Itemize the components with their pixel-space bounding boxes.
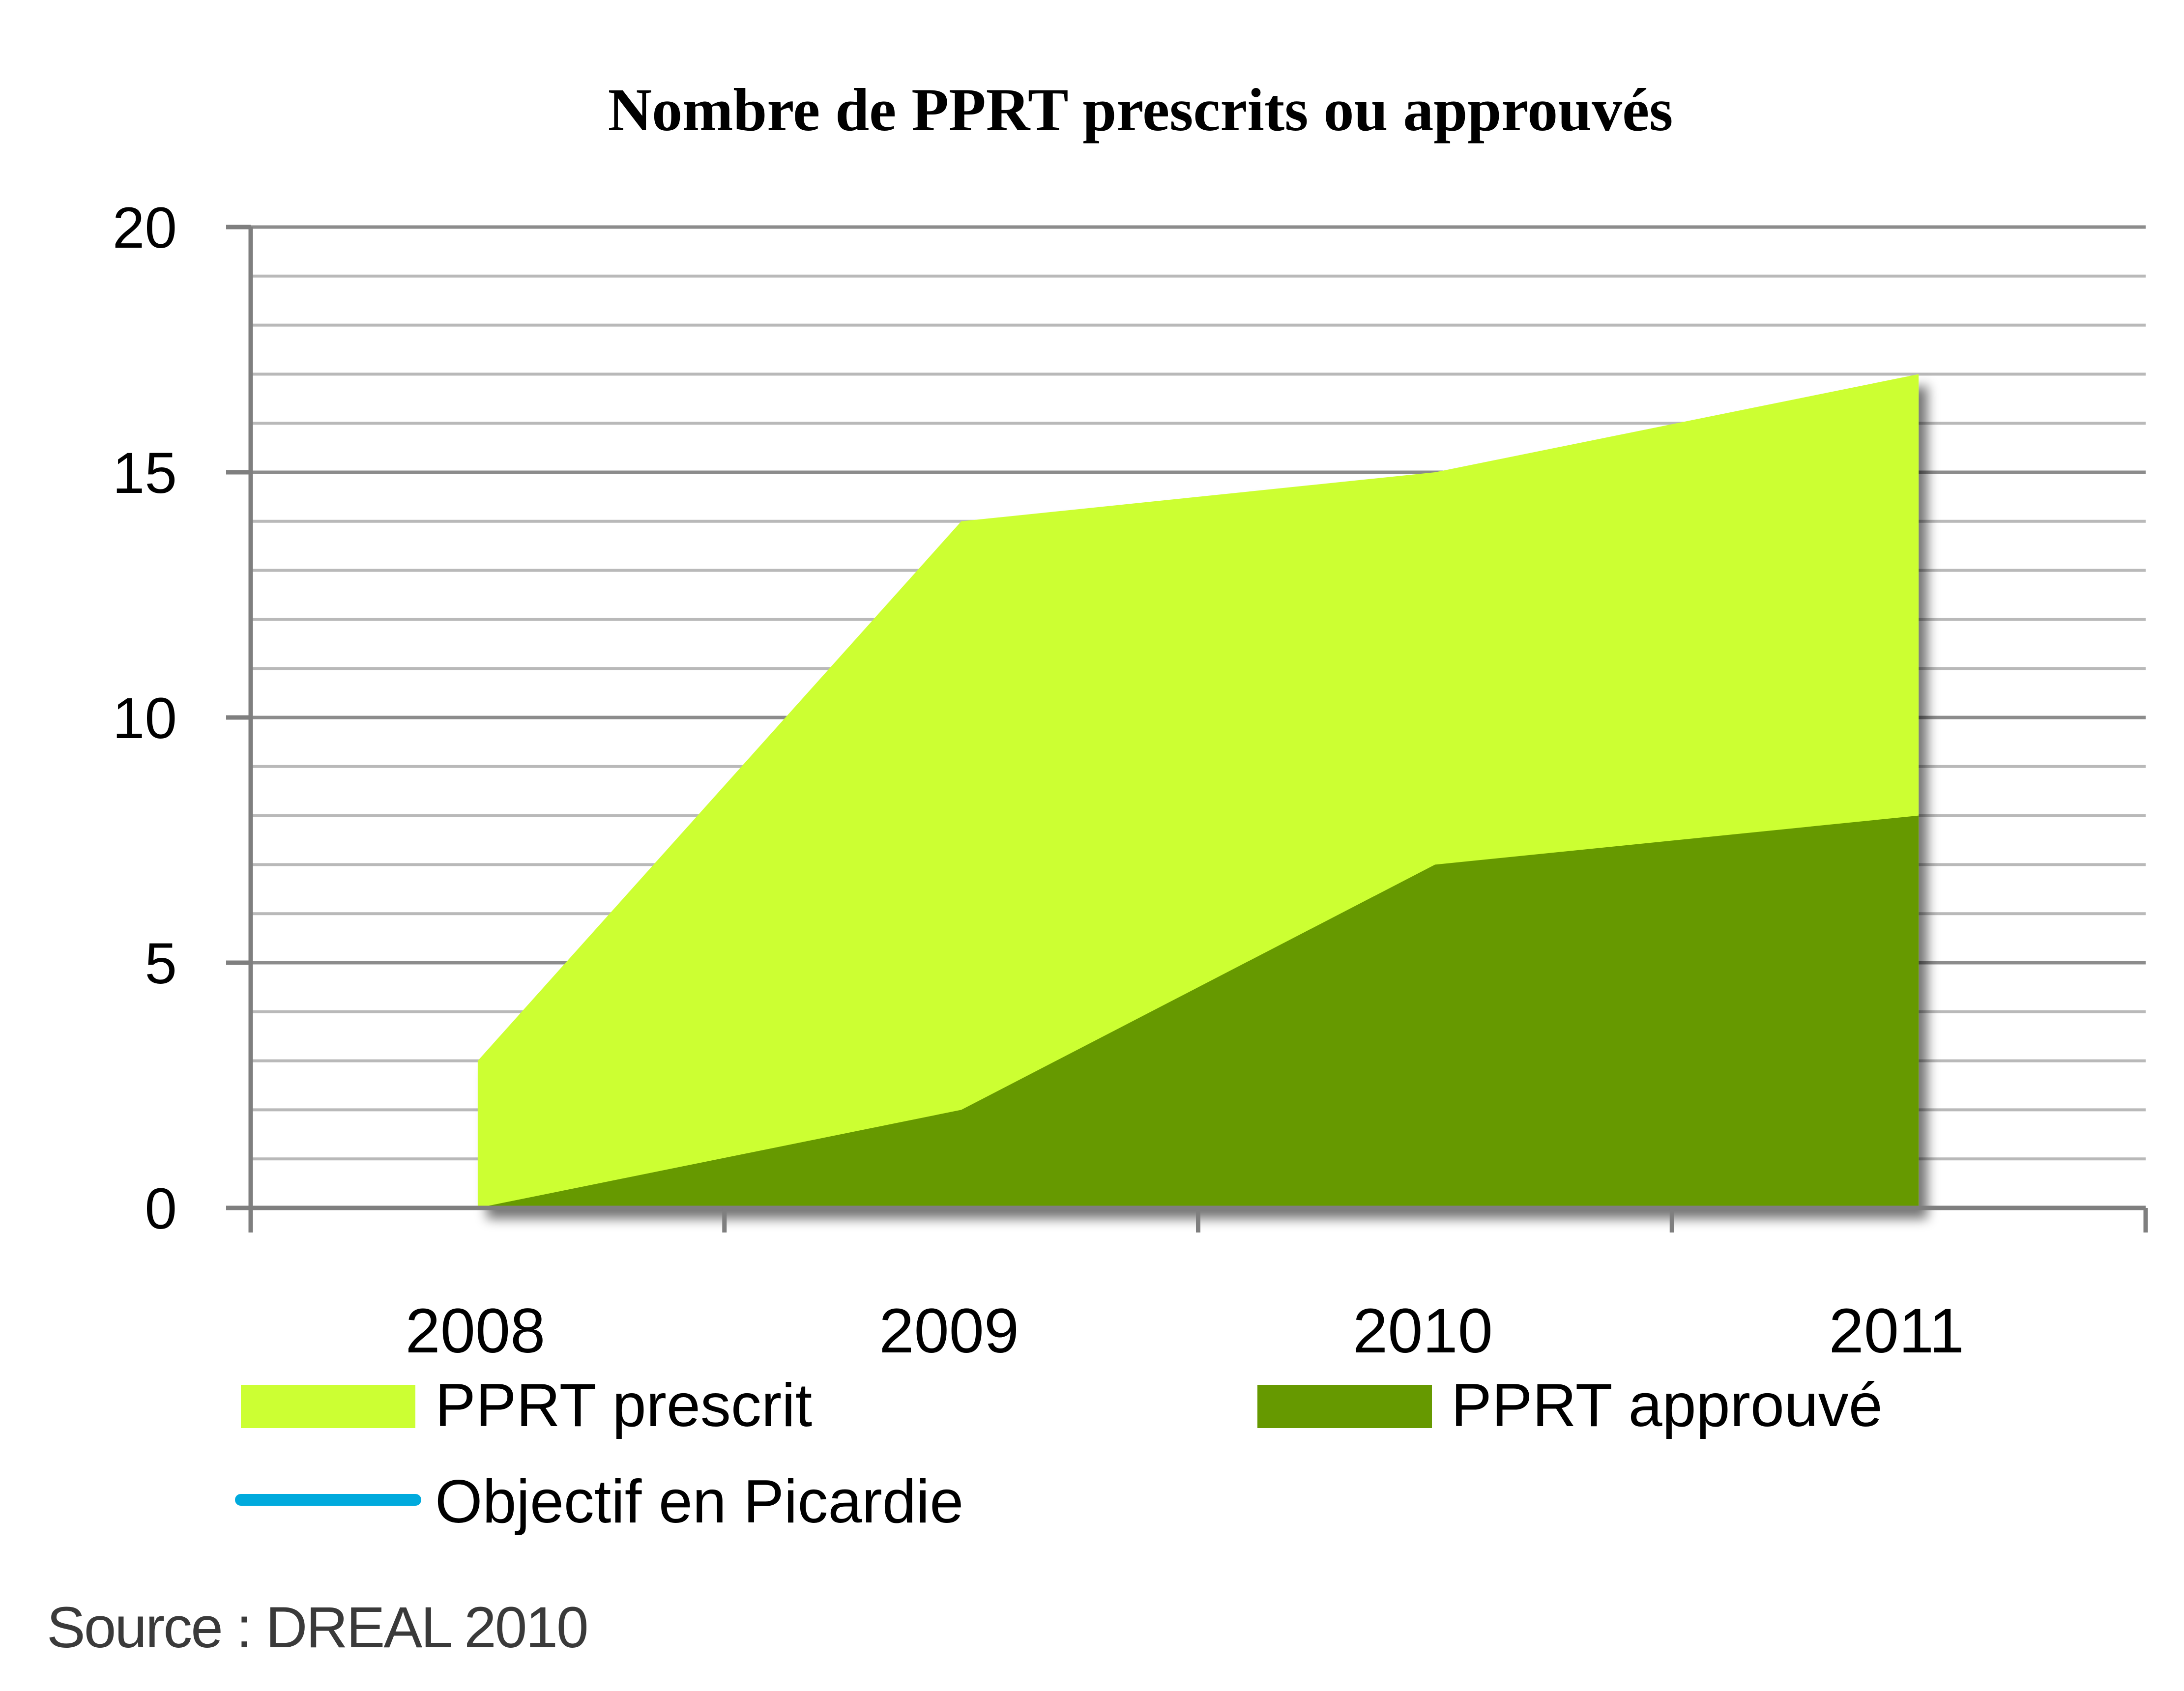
x-tick-label: 2009 [879,1296,1019,1366]
series-areas [477,374,1919,1208]
x-tick-label: 2010 [1353,1296,1493,1366]
source-note: Source : DREAL 2010 [47,1595,587,1660]
series-area-1 [477,815,1919,1208]
legend-label-approuve: PPRT approuvé [1451,1372,1883,1439]
x-tick-label: 2011 [1829,1296,1964,1366]
legend: PPRT prescrit PPRT approuvé Objectif en … [235,1372,1883,1536]
y-tick-label: 20 [113,196,177,260]
legend-label-objectif: Objectif en Picardie [435,1468,963,1536]
legend-swatch-approuve [1257,1385,1432,1428]
x-tick-label: 2008 [406,1296,546,1366]
y-tick-label: 5 [145,931,177,996]
y-tick-label: 10 [113,686,177,751]
chart-title: Nombre de PPRT prescrits ou approuvés [608,76,1673,143]
axes [226,225,2148,1232]
legend-label-prescrit: PPRT prescrit [435,1372,812,1439]
tick-labels: 0 5 10 15 20 2008 2009 2010 2011 [113,196,1964,1366]
y-tick-label: 0 [145,1176,177,1241]
legend-swatch-prescrit [241,1385,415,1428]
y-tick-label: 15 [113,441,177,506]
